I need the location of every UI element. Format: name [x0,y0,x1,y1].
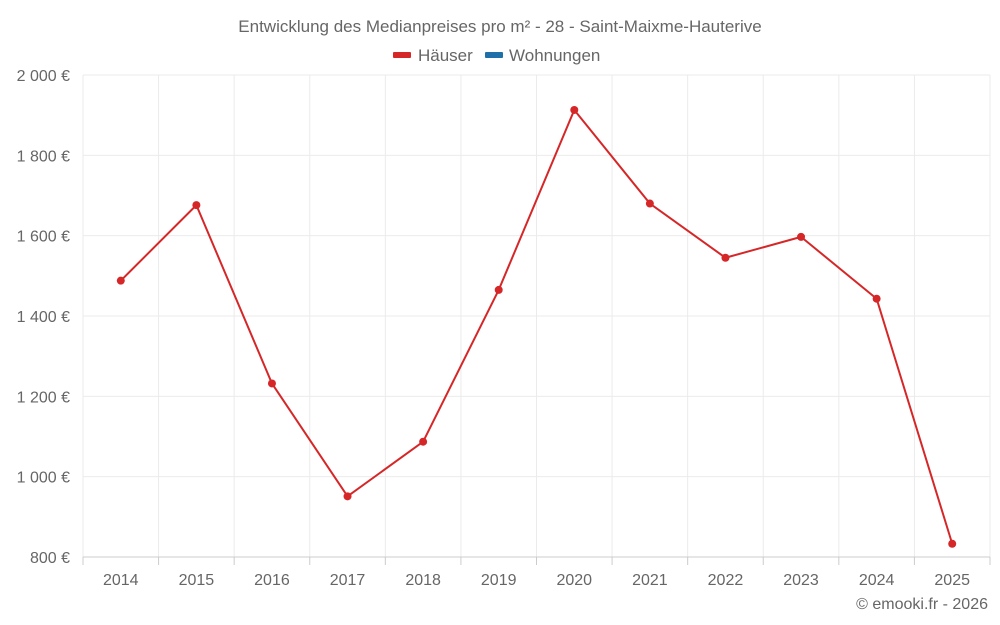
series-line [120,108,954,545]
data-point[interactable] [872,294,881,303]
x-tick-label: 2015 [179,572,215,589]
data-point[interactable] [192,201,201,210]
x-tick-label: 2020 [556,572,592,589]
chart-title: Entwicklung des Medianpreises pro m² - 2… [238,17,761,36]
legend-label-haeuser: Häuser [418,46,473,65]
legend-item-haeuser[interactable]: Häuser [393,46,473,65]
y-tick-label: 1 000 € [17,470,70,487]
x-tick-label: 2025 [934,572,970,589]
y-tick-label: 1 800 € [17,148,70,165]
legend-swatch-wohnungen [485,52,503,58]
x-tick-label: 2023 [783,572,819,589]
legend-label-wohnungen: Wohnungen [509,46,600,65]
y-tick-label: 800 € [30,550,70,567]
grid [82,74,991,557]
data-point[interactable] [267,379,276,388]
data-point[interactable] [494,285,503,294]
data-point[interactable] [645,199,654,208]
y-tick-label: 2 000 € [17,68,70,85]
data-point[interactable] [721,253,730,262]
x-tick-label: 2022 [708,572,744,589]
legend[interactable]: Häuser Wohnungen [393,46,600,65]
axes: 800 € 1 000 € 1 200 € 1 400 € 1 600 € 1 800 €… [17,68,991,589]
x-tick-label: 2019 [481,572,517,589]
data-point[interactable] [116,276,125,285]
x-tick-label: 2014 [103,572,139,589]
y-tick-label: 1 400 € [17,309,70,326]
data-point[interactable] [570,105,579,114]
series-haeuser [116,105,957,548]
x-tick-label: 2016 [254,572,290,589]
x-tick-label: 2024 [859,572,895,589]
legend-item-wohnungen[interactable]: Wohnungen [485,46,600,65]
data-point[interactable] [797,232,806,241]
x-tick-label: 2018 [405,572,441,589]
data-point[interactable] [419,437,428,446]
x-tick-label: 2017 [330,572,366,589]
y-tick-label: 1 200 € [17,389,70,406]
x-tick-label: 2021 [632,572,668,589]
y-tick-label: 1 600 € [17,229,70,246]
legend-swatch-haeuser [393,52,411,58]
data-point[interactable] [343,492,352,501]
credit-text: © emooki.fr - 2026 [856,596,988,613]
data-point[interactable] [948,539,957,548]
